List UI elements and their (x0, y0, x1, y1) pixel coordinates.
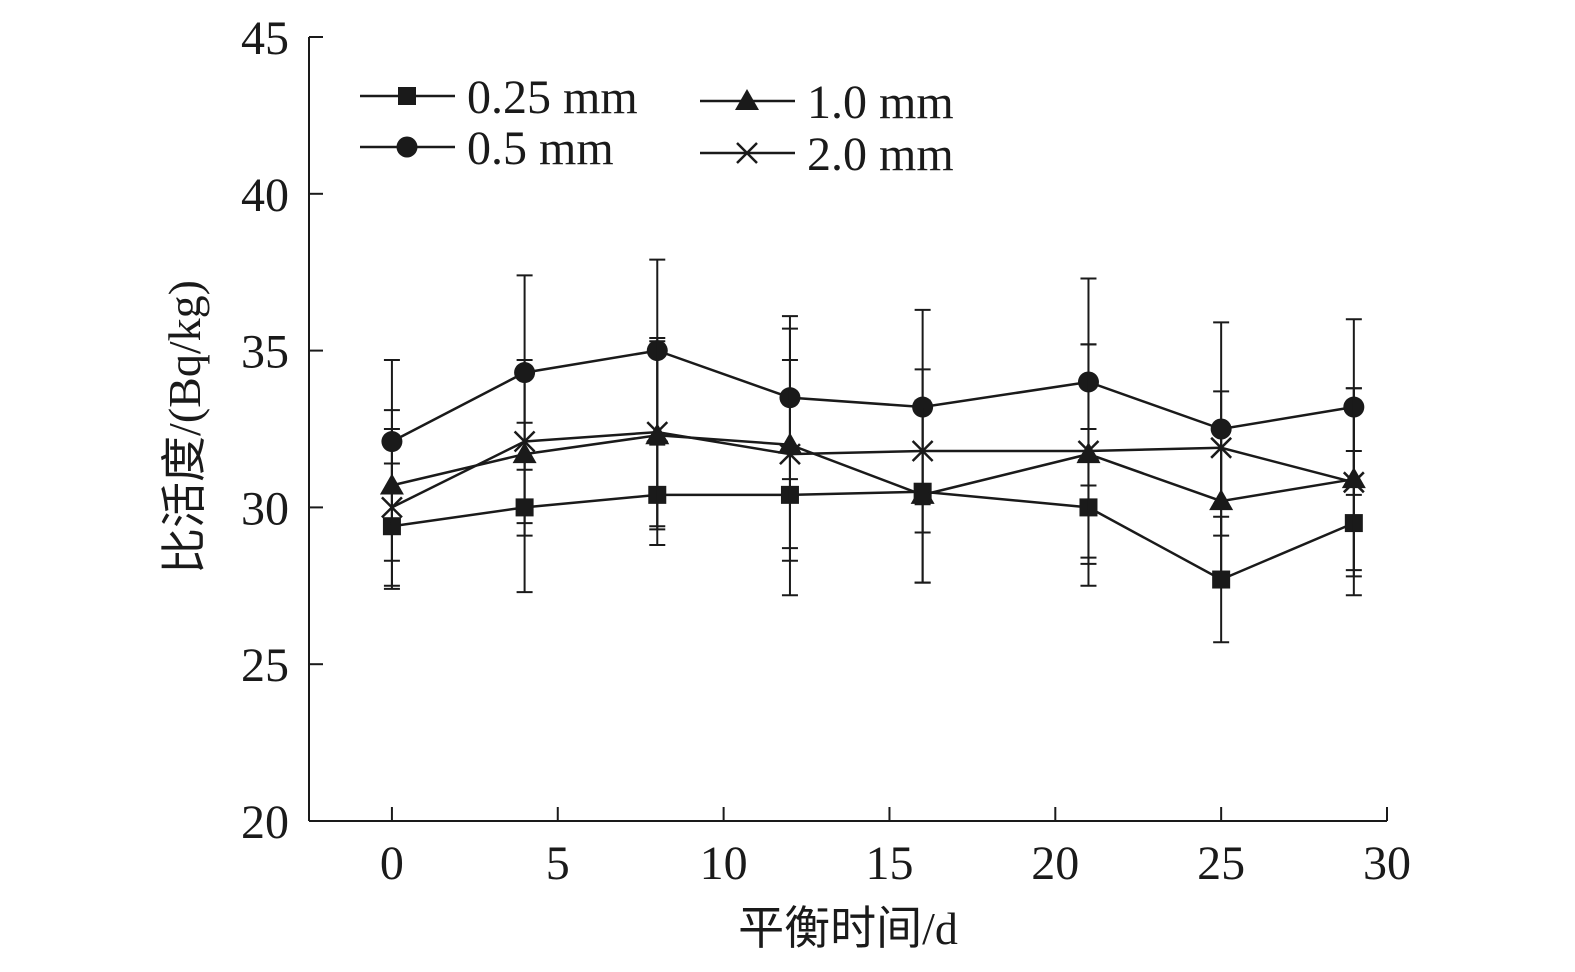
legend-entry: 1.0 mm (700, 76, 954, 129)
cross-stroke (1077, 440, 1100, 462)
cross-marker (646, 421, 669, 444)
y-axis-label: 比活度/(Bq/kg) (159, 280, 210, 574)
square-marker (1212, 570, 1231, 589)
x-tick-label: 0 (380, 837, 404, 890)
y-tick-label: 30 (241, 482, 289, 535)
cross-stroke (1210, 436, 1233, 459)
x-tick-label: 15 (865, 837, 913, 890)
x-axis-label: 平衡时间/d (738, 903, 958, 954)
legend-entry: 0.25 mm (360, 71, 638, 124)
legend: 0.25 mm0.5 mm 1.0 mm2.0 mm (360, 71, 954, 181)
cross-stroke (1342, 471, 1365, 494)
circle-marker (396, 136, 418, 158)
legend-label: 2.0 mm (807, 128, 954, 181)
cross-stroke (646, 421, 669, 444)
cross-stroke (513, 430, 536, 453)
legend-label: 0.5 mm (467, 122, 614, 175)
x-tick-label: 25 (1197, 837, 1245, 890)
legend-label: 0.25 mm (467, 71, 638, 124)
cross-stroke (911, 440, 934, 462)
cross-stroke (736, 142, 758, 164)
series-line (391, 490, 1355, 581)
y-tick-label: 40 (241, 169, 289, 222)
legend-label: 1.0 mm (807, 76, 954, 129)
x-tick-label: 5 (546, 837, 570, 890)
cross-marker (1210, 436, 1233, 459)
cross-marker (381, 496, 403, 519)
cross-marker (779, 443, 801, 465)
cross-marker (736, 142, 758, 164)
cross-marker (1342, 471, 1365, 494)
legend-entry: 0.5 mm (360, 122, 614, 175)
cross-stroke (779, 443, 801, 465)
y-tick-label: 20 (241, 796, 289, 849)
triangle-marker (735, 89, 759, 110)
series-line (391, 349, 1355, 443)
x-tick-label: 20 (1031, 837, 1079, 890)
square-marker (398, 87, 416, 105)
series-line (391, 434, 1355, 503)
plot-area (379, 258, 1366, 644)
cross-marker (911, 440, 934, 462)
legend-entry: 2.0 mm (700, 128, 954, 181)
y-tick-label: 35 (241, 326, 289, 379)
y-tick-label: 25 (241, 639, 289, 692)
y-tick-label: 45 (241, 12, 289, 65)
axes: 20 25 30 35 40 45 0 5 10 15 20 25 30 (241, 12, 1411, 890)
x-tick-label: 30 (1363, 837, 1411, 890)
cross-stroke (381, 496, 403, 519)
series-line (391, 430, 1355, 509)
series-circle (381, 258, 1365, 537)
cross-marker (513, 430, 536, 453)
series-cross (381, 337, 1365, 587)
cross-marker (1077, 440, 1100, 462)
x-tick-label: 10 (700, 837, 748, 890)
